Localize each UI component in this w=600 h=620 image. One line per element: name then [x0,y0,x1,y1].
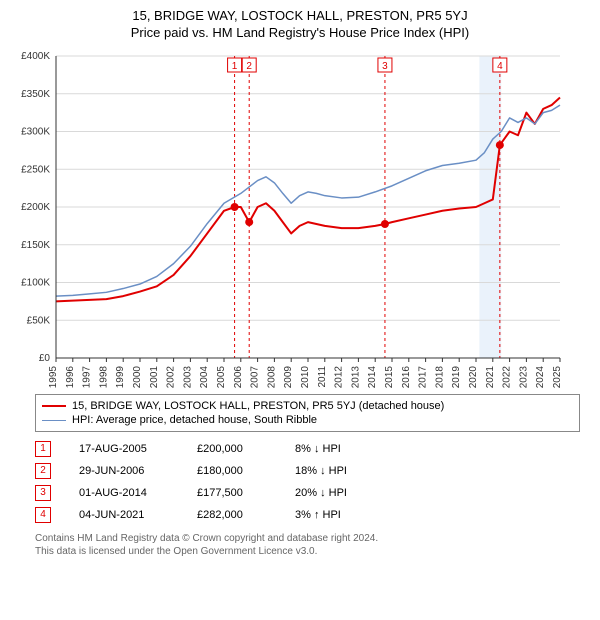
svg-text:£350K: £350K [21,89,50,100]
svg-text:2018: 2018 [434,366,445,388]
transaction-price: £200,000 [197,443,267,455]
svg-text:2008: 2008 [266,366,277,388]
transaction-date: 01-AUG-2014 [79,487,169,499]
chart-subtitle: Price paid vs. HM Land Registry's House … [0,25,600,40]
svg-text:1999: 1999 [115,366,126,388]
svg-text:2016: 2016 [401,366,412,388]
svg-text:2010: 2010 [300,366,311,388]
transaction-badge: 2 [35,463,51,479]
svg-text:£100K: £100K [21,278,50,289]
svg-text:2: 2 [246,61,252,72]
svg-text:2000: 2000 [132,366,143,388]
svg-text:2022: 2022 [502,366,513,388]
svg-text:4: 4 [497,61,503,72]
transaction-price: £177,500 [197,487,267,499]
legend-swatch [42,420,66,421]
svg-text:2014: 2014 [367,366,378,388]
transaction-delta: 3% ↑ HPI [295,509,341,521]
transaction-delta: 8% ↓ HPI [295,443,341,455]
svg-text:£200K: £200K [21,202,50,213]
footer-line-2: This data is licensed under the Open Gov… [35,545,580,558]
svg-text:2007: 2007 [250,366,261,388]
svg-text:2017: 2017 [418,366,429,388]
transaction-date: 29-JUN-2006 [79,465,169,477]
svg-text:1998: 1998 [98,366,109,388]
legend-item: 15, BRIDGE WAY, LOSTOCK HALL, PRESTON, P… [42,399,573,413]
svg-text:2011: 2011 [317,366,328,388]
svg-text:2012: 2012 [334,366,345,388]
transaction-delta: 20% ↓ HPI [295,487,347,499]
svg-text:2002: 2002 [166,366,177,388]
transaction-row: 4 04-JUN-2021 £282,000 3% ↑ HPI [35,504,580,526]
svg-text:2021: 2021 [485,366,496,388]
svg-text:2004: 2004 [199,366,210,388]
transaction-badge: 4 [35,507,51,523]
transactions-table: 1 17-AUG-2005 £200,000 8% ↓ HPI 2 29-JUN-2006… [35,438,580,526]
legend-label: 15, BRIDGE WAY, LOSTOCK HALL, PRESTON, P… [72,400,444,412]
svg-text:2025: 2025 [552,366,563,388]
footer-attribution: Contains HM Land Registry data © Crown c… [35,532,580,558]
svg-text:2024: 2024 [535,366,546,388]
legend: 15, BRIDGE WAY, LOSTOCK HALL, PRESTON, P… [35,394,580,432]
svg-text:3: 3 [382,61,388,72]
svg-text:£150K: £150K [21,240,50,251]
legend-label: HPI: Average price, detached house, Sout… [72,414,317,426]
chart-title: 15, BRIDGE WAY, LOSTOCK HALL, PRESTON, P… [0,8,600,23]
svg-text:2019: 2019 [451,366,462,388]
transaction-date: 17-AUG-2005 [79,443,169,455]
svg-text:2009: 2009 [283,366,294,388]
transaction-row: 3 01-AUG-2014 £177,500 20% ↓ HPI [35,482,580,504]
transaction-badge: 3 [35,485,51,501]
footer-line-1: Contains HM Land Registry data © Crown c… [35,532,580,545]
transaction-row: 2 29-JUN-2006 £180,000 18% ↓ HPI [35,460,580,482]
transaction-price: £282,000 [197,509,267,521]
svg-text:2003: 2003 [182,366,193,388]
svg-text:£0: £0 [39,353,51,364]
svg-text:1996: 1996 [65,366,76,388]
svg-text:2020: 2020 [468,366,479,388]
svg-text:2023: 2023 [518,366,529,388]
svg-text:1997: 1997 [82,366,93,388]
svg-text:2005: 2005 [216,366,227,388]
svg-text:1: 1 [232,61,238,72]
svg-text:2015: 2015 [384,366,395,388]
svg-text:2001: 2001 [149,366,160,388]
transaction-badge: 1 [35,441,51,457]
svg-text:£50K: £50K [27,315,51,326]
transaction-delta: 18% ↓ HPI [295,465,347,477]
svg-text:£250K: £250K [21,164,50,175]
svg-text:2006: 2006 [233,366,244,388]
legend-item: HPI: Average price, detached house, Sout… [42,413,573,427]
chart-area: £0 £50K £100K £150K £200K £250K £300K £350K £400… [10,48,590,388]
transaction-date: 04-JUN-2021 [79,509,169,521]
svg-text:£400K: £400K [21,51,50,62]
price-chart: £0 £50K £100K £150K £200K £250K £300K £350K £400… [10,48,570,388]
transaction-row: 1 17-AUG-2005 £200,000 8% ↓ HPI [35,438,580,460]
legend-swatch [42,405,66,407]
svg-text:2013: 2013 [350,366,361,388]
transaction-price: £180,000 [197,465,267,477]
svg-text:1995: 1995 [48,366,59,388]
svg-text:£300K: £300K [21,127,50,138]
